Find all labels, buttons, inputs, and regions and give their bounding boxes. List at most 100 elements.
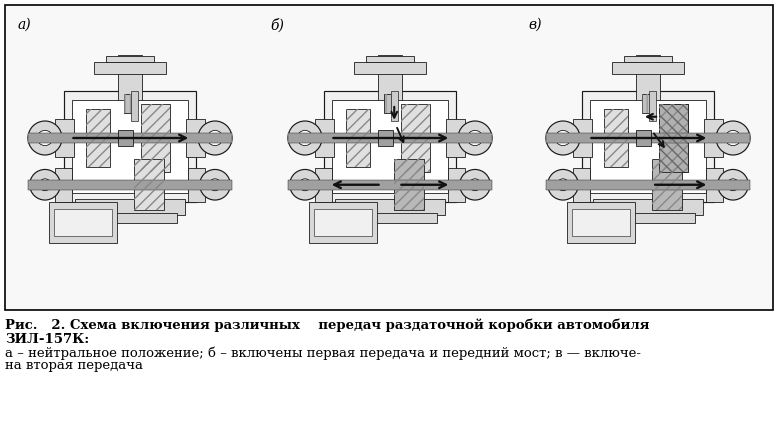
Bar [141, 104, 170, 172]
Circle shape [30, 170, 61, 200]
Bar [573, 168, 591, 202]
Bar [64, 91, 196, 202]
Bar [593, 199, 703, 214]
Circle shape [28, 121, 62, 155]
Bar [649, 91, 656, 121]
Circle shape [557, 179, 569, 191]
Circle shape [469, 179, 481, 191]
Bar [573, 119, 592, 157]
Text: Рис.   2. Схема включения различных    передач раздаточной коробки автомобиля: Рис. 2. Схема включения различных переда… [5, 318, 650, 332]
Circle shape [458, 121, 492, 155]
Bar [187, 168, 205, 202]
Bar [141, 104, 170, 172]
Bar [604, 109, 628, 167]
Bar [288, 133, 492, 143]
Circle shape [555, 130, 570, 146]
Bar [659, 104, 689, 172]
Bar [366, 56, 414, 62]
Circle shape [727, 179, 739, 191]
Bar [131, 91, 138, 121]
Text: ЗИЛ-157К:: ЗИЛ-157К: [5, 333, 89, 346]
Bar [642, 94, 654, 113]
Bar [335, 199, 445, 214]
Bar [704, 119, 723, 157]
Bar [546, 133, 750, 143]
Circle shape [208, 130, 223, 146]
Bar [636, 130, 651, 146]
Bar [612, 62, 684, 74]
Circle shape [289, 170, 321, 200]
Text: на вторая передача: на вторая передача [5, 359, 143, 372]
Circle shape [39, 179, 51, 191]
Circle shape [299, 179, 311, 191]
Bar [448, 168, 464, 202]
Bar [72, 100, 187, 193]
Bar [582, 91, 714, 202]
Text: а): а) [18, 18, 32, 32]
Text: а – нейтральное положение; б – включены первая передача и передний мост; в — вкл: а – нейтральное положение; б – включены … [5, 346, 641, 360]
Bar [332, 100, 448, 193]
Bar [107, 56, 154, 62]
Bar [309, 202, 377, 243]
Bar [343, 213, 436, 223]
Bar [378, 130, 394, 146]
Bar [642, 94, 654, 113]
Bar [546, 180, 750, 190]
Bar [636, 55, 660, 108]
Bar [401, 104, 430, 172]
Circle shape [716, 121, 750, 155]
Bar [55, 119, 74, 157]
Bar [28, 180, 232, 190]
Bar [118, 55, 142, 108]
Circle shape [460, 170, 490, 200]
Bar [288, 180, 492, 190]
Bar [134, 159, 163, 210]
Bar [659, 104, 689, 172]
Circle shape [725, 130, 741, 146]
Bar [401, 104, 430, 172]
Bar [652, 159, 682, 210]
Circle shape [548, 170, 578, 200]
Bar [345, 109, 370, 167]
Bar [94, 62, 166, 74]
Bar [659, 104, 689, 172]
Bar [446, 119, 464, 157]
Bar [75, 199, 185, 214]
Bar [86, 109, 110, 167]
Bar [573, 209, 630, 236]
Bar [315, 119, 334, 157]
Bar [54, 209, 112, 236]
Bar [314, 209, 372, 236]
Bar [391, 91, 398, 121]
Circle shape [297, 130, 313, 146]
Circle shape [209, 179, 221, 191]
Text: б): б) [270, 18, 284, 32]
Bar [567, 202, 636, 243]
Bar [604, 109, 628, 167]
Bar [394, 159, 423, 210]
Bar [591, 100, 706, 193]
Bar [345, 109, 370, 167]
Bar [124, 94, 136, 113]
Bar [394, 159, 423, 210]
Bar [134, 159, 163, 210]
Bar [601, 213, 695, 223]
Text: в): в) [528, 18, 541, 32]
Circle shape [468, 130, 482, 146]
Bar [384, 94, 396, 113]
Bar [652, 159, 682, 210]
Bar [86, 109, 110, 167]
Bar [124, 94, 136, 113]
Bar [315, 168, 332, 202]
Bar [354, 62, 426, 74]
Circle shape [37, 130, 53, 146]
Bar [55, 168, 72, 202]
Bar [49, 202, 117, 243]
Bar [378, 55, 402, 108]
Circle shape [288, 121, 322, 155]
Bar [706, 168, 723, 202]
Bar [28, 133, 232, 143]
Bar [659, 104, 689, 172]
Circle shape [546, 121, 580, 155]
Bar [118, 130, 133, 146]
